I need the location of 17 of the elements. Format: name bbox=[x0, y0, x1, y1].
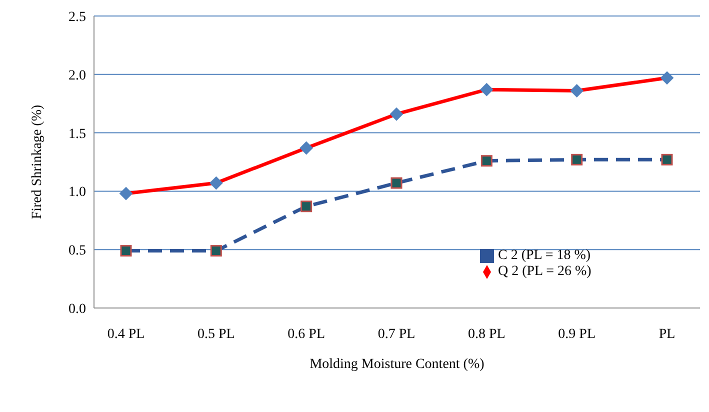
y-tick-label: 1.5 bbox=[68, 126, 86, 142]
y-tick-label: 0.5 bbox=[68, 244, 86, 259]
y-tick-label: 2.5 bbox=[68, 10, 86, 25]
y-axis-title: Fired Shrinkage (%) bbox=[30, 104, 45, 220]
x-tick-label: 0.9 PL bbox=[558, 326, 596, 342]
x-tick-label: PL bbox=[658, 326, 676, 342]
legend-label: Q 2 (PL = 26 %) bbox=[498, 264, 592, 279]
y-tick-label: 2.0 bbox=[68, 68, 86, 84]
legend-label: C 2 (PL = 18 %) bbox=[498, 248, 591, 263]
y-tick-label: 0.0 bbox=[68, 302, 86, 317]
x-tick-label: 0.8 PL bbox=[468, 326, 506, 342]
x-tick-label: 0.4 PL bbox=[107, 326, 145, 342]
x-tick-label: 0.5 PL bbox=[197, 326, 235, 342]
y-tick-label: 1.0 bbox=[68, 185, 86, 200]
x-axis-title: Molding Moisture Content (%) bbox=[310, 357, 485, 372]
x-tick-label: 0.7 PL bbox=[378, 326, 416, 342]
x-tick-label: 0.6 PL bbox=[288, 326, 326, 342]
